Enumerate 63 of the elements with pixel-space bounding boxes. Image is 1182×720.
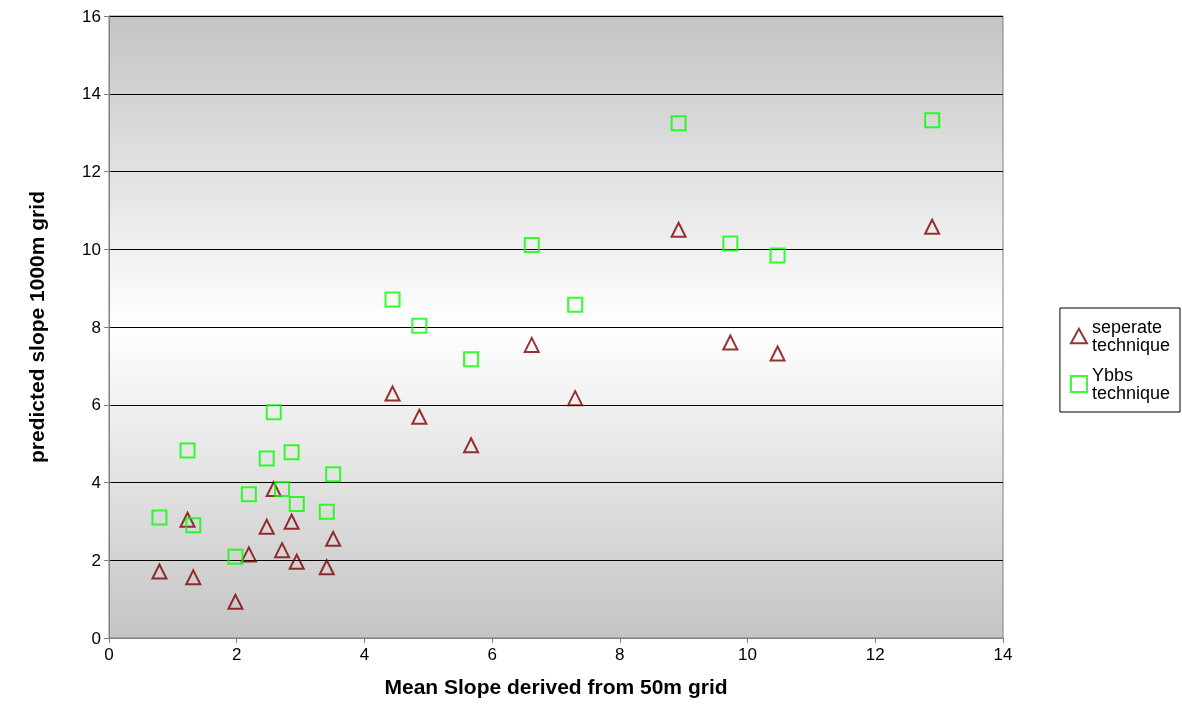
point [258,450,275,467]
point [567,390,584,407]
y-tick-label: 10 [82,239,101,259]
y-tick-label: 16 [82,6,101,26]
y-tick-label: 6 [91,395,101,415]
point [722,235,739,252]
x-axis-title: Mean Slope derived from 50m grid [384,675,728,698]
point [240,546,257,563]
x-tick-label: 6 [487,645,497,664]
point [265,404,282,421]
point [523,336,540,353]
point [384,291,401,308]
point [151,563,168,580]
point [179,511,196,528]
x-tick-label: 12 [865,645,885,664]
point [722,334,739,351]
point [318,503,335,520]
point [265,481,282,498]
point [325,466,342,483]
point [318,559,335,576]
x-tick-label: 10 [738,645,758,664]
point [274,481,291,498]
y-tick-label: 12 [82,162,101,181]
x-tick-label: 14 [993,645,1013,664]
legend-label: seperate technique [1091,317,1171,355]
point [288,495,305,512]
point [463,351,480,368]
point [924,112,941,129]
y-tick-label: 2 [91,550,101,570]
point [523,236,540,253]
point [185,517,202,534]
point [185,569,202,586]
x-tick-label: 8 [615,645,625,664]
x-tick-label: 0 [104,645,114,664]
point [670,221,687,238]
point [227,548,244,565]
x-tick-label: 2 [231,645,242,664]
point [325,530,342,547]
point [240,486,257,503]
point [463,437,480,454]
point [288,553,305,570]
y-axis-title: predicted slope 1000m grid [25,191,48,463]
point [411,317,428,334]
point [384,385,401,402]
point [769,247,786,264]
point [283,444,300,461]
legend-label: Ybbs technique [1091,365,1171,403]
point [227,593,244,610]
y-tick-label: 8 [91,317,101,337]
y-tick-label: 14 [82,84,101,104]
point [411,408,428,425]
point [274,542,291,559]
point [258,518,275,535]
point [670,115,687,132]
point [151,509,168,526]
y-tick-label: 0 [91,628,101,648]
point [769,345,786,362]
y-tick-label: 4 [91,473,101,492]
point [179,442,196,459]
point [924,218,941,235]
point [567,296,584,313]
point [283,513,300,530]
x-tick-label: 4 [359,645,370,664]
